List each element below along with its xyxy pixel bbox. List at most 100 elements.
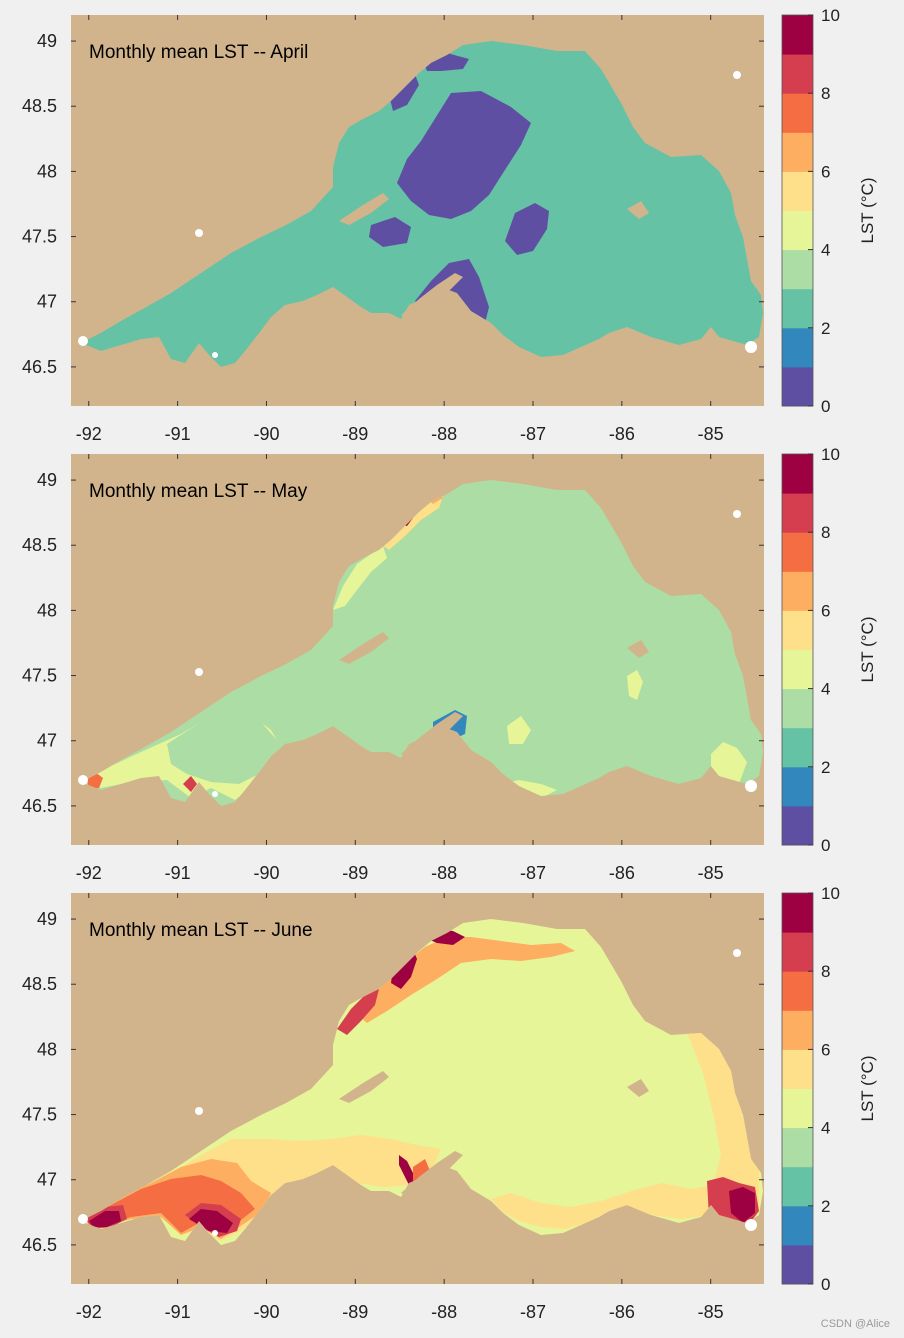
no-data-speck	[733, 510, 741, 518]
colorbar-tick-label: 10	[821, 6, 840, 25]
colorbar-title: LST (°C)	[858, 617, 877, 683]
colorbar-segment	[782, 932, 813, 972]
colorbar-segment	[782, 1127, 813, 1168]
no-data-speck	[745, 1219, 757, 1231]
no-data-speck	[78, 775, 88, 785]
no-data-speck	[195, 229, 203, 237]
temperature-zone	[189, 1209, 233, 1233]
colorbar-segment	[782, 1166, 813, 1207]
y-tick-label: 49	[37, 470, 57, 490]
temperature-zone	[507, 716, 531, 744]
watermark-text: CSDN @Alice	[820, 1318, 890, 1330]
colorbar-segment	[782, 288, 813, 329]
y-tick-label: 48	[37, 600, 57, 620]
colorbar-title: LST (°C)	[858, 178, 877, 244]
colorbar-tick-label: 6	[821, 1040, 830, 1059]
colorbar-segment	[782, 493, 813, 533]
x-tick-label: -85	[698, 863, 724, 883]
colorbar-segment	[782, 766, 813, 807]
no-data-speck	[212, 352, 218, 358]
y-tick-label: 47.5	[22, 1105, 57, 1125]
colorbar-tick-label: 8	[821, 962, 830, 981]
y-tick-label: 48	[37, 1039, 57, 1059]
colorbar-segment	[782, 1088, 813, 1129]
colorbar-tick-label: 4	[821, 680, 830, 699]
x-tick-label: -91	[165, 1302, 191, 1322]
colorbar-tick-label: 10	[821, 445, 840, 464]
colorbar-segment	[782, 454, 813, 494]
x-tick-label: -90	[253, 424, 279, 444]
colorbar: 0 2 4 6 8 10 LST (°C)	[781, 6, 877, 416]
map-panel-1: Monthly mean LST -- April -92 -91 -90 -89 -88…	[22, 6, 877, 444]
colorbar-segment	[782, 1010, 813, 1050]
y-tick-label: 47.5	[22, 227, 57, 247]
y-tick-label: 49	[37, 31, 57, 51]
colorbar-tick-label: 4	[821, 1119, 830, 1138]
temperature-zone	[337, 989, 379, 1035]
x-tick-label: -87	[520, 1302, 546, 1322]
colorbar-title: LST (°C)	[858, 1056, 877, 1122]
colorbar-segment	[782, 532, 813, 572]
y-tick-label: 47	[37, 731, 57, 751]
colorbar-tick-label: 8	[821, 523, 830, 542]
colorbar: 0 2 4 6 8 10 LST (°C)	[781, 884, 877, 1294]
island	[331, 107, 355, 123]
temperature-zone	[381, 496, 443, 550]
temperature-zone	[491, 1131, 535, 1167]
x-tick-label: -91	[165, 424, 191, 444]
temperature-zone	[167, 706, 285, 784]
x-tick-label: -91	[165, 863, 191, 883]
x-tick-label: -90	[253, 1302, 279, 1322]
x-tick-label: -92	[76, 424, 102, 444]
x-tick-label: -89	[342, 863, 368, 883]
y-tick-label: 48.5	[22, 535, 57, 555]
x-tick-label: -89	[342, 1302, 368, 1322]
y-tick-label: 49	[37, 909, 57, 929]
island	[401, 273, 463, 319]
colorbar-segment	[782, 805, 813, 846]
panel-title: Monthly mean LST -- May	[89, 481, 308, 502]
temperature-zone	[333, 546, 387, 610]
colorbar-segment	[782, 210, 813, 251]
panel-title: Monthly mean LST -- June	[89, 920, 313, 941]
no-data-speck	[745, 780, 757, 792]
temperature-zone	[729, 1187, 755, 1223]
temperature-zone	[241, 662, 371, 746]
colorbar-tick-label: 4	[821, 241, 830, 260]
colorbar-segment	[782, 893, 813, 933]
y-tick-label: 46.5	[22, 1235, 57, 1255]
x-tick-label: -87	[520, 424, 546, 444]
colorbar-tick-label: 2	[821, 319, 830, 338]
no-data-speck	[195, 1107, 203, 1115]
temperature-zone	[85, 267, 271, 357]
x-tick-label: -85	[698, 424, 724, 444]
y-tick-label: 46.5	[22, 796, 57, 816]
colorbar-segment	[782, 15, 813, 55]
colorbar-segment	[782, 971, 813, 1011]
x-tick-label: -85	[698, 1302, 724, 1322]
colorbar-segment	[782, 54, 813, 94]
no-data-speck	[212, 1230, 218, 1236]
no-data-speck	[733, 71, 741, 79]
x-tick-label: -92	[76, 1302, 102, 1322]
x-tick-label: -87	[520, 863, 546, 883]
colorbar-tick-label: 6	[821, 601, 830, 620]
island	[339, 193, 389, 225]
no-data-speck	[745, 341, 757, 353]
colorbar-tick-label: 2	[821, 1197, 830, 1216]
colorbar-segment	[782, 171, 813, 211]
colorbar-tick-label: 8	[821, 84, 830, 103]
temperature-zone	[369, 217, 411, 247]
island	[331, 546, 355, 562]
colorbar-segment	[782, 688, 813, 729]
x-tick-label: -88	[431, 1302, 457, 1322]
colorbar-segment	[782, 366, 813, 407]
map-panel-3: Monthly mean LST -- June -92 -91 -90 -89 -88 -…	[22, 884, 877, 1322]
no-data-speck	[78, 336, 88, 346]
x-tick-label: -88	[431, 424, 457, 444]
x-tick-label: -88	[431, 863, 457, 883]
island	[401, 712, 463, 758]
colorbar-segment	[782, 93, 813, 133]
x-tick-label: -86	[609, 863, 635, 883]
